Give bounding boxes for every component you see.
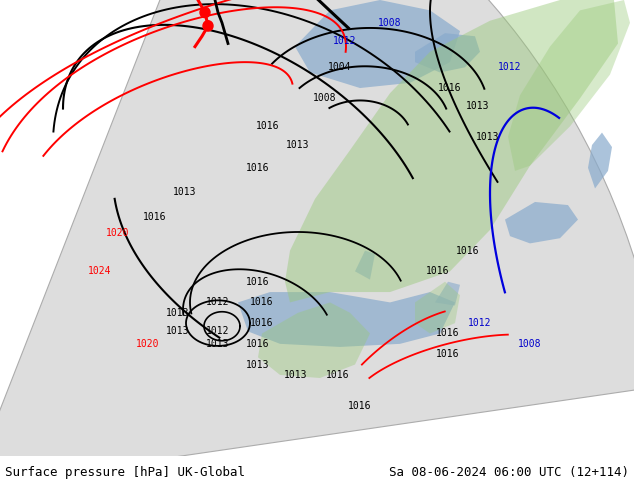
Polygon shape (285, 0, 618, 302)
Text: 1012: 1012 (469, 318, 492, 328)
Text: 1024: 1024 (88, 267, 112, 276)
Text: 1016: 1016 (436, 349, 460, 359)
Text: 1016: 1016 (327, 370, 350, 380)
Text: 1016: 1016 (246, 277, 269, 287)
Text: 1004: 1004 (328, 62, 352, 73)
Text: 1016: 1016 (426, 267, 450, 276)
Text: 1008: 1008 (518, 339, 541, 349)
Text: 1013: 1013 (166, 326, 190, 337)
Polygon shape (238, 292, 455, 347)
Circle shape (200, 7, 210, 18)
Text: 1012: 1012 (206, 326, 230, 337)
Text: 1013: 1013 (286, 140, 310, 150)
Text: 1016: 1016 (438, 83, 462, 93)
Text: 1020: 1020 (107, 228, 130, 238)
Text: 1013: 1013 (173, 187, 197, 196)
Polygon shape (258, 302, 370, 378)
Text: 1008: 1008 (313, 94, 337, 103)
Text: 1008: 1008 (378, 18, 402, 28)
Text: 1016: 1016 (246, 163, 269, 173)
Text: 1016: 1016 (250, 297, 274, 307)
Polygon shape (505, 202, 578, 244)
Text: 1016: 1016 (250, 318, 274, 328)
Text: 1012: 1012 (333, 36, 357, 47)
Text: 1013: 1013 (246, 360, 269, 369)
Polygon shape (415, 282, 460, 334)
Text: 1016: 1016 (456, 245, 480, 256)
Polygon shape (435, 282, 460, 306)
Text: 1016: 1016 (436, 328, 460, 339)
Text: 1016: 1016 (143, 213, 167, 222)
Text: 1013: 1013 (284, 370, 307, 380)
Text: 1013: 1013 (476, 132, 500, 142)
Text: 1013: 1013 (166, 308, 190, 318)
Text: 1016: 1016 (246, 339, 269, 349)
Text: 1016: 1016 (348, 401, 372, 411)
Text: 1012: 1012 (206, 297, 230, 307)
Text: 1012: 1012 (498, 62, 522, 73)
Text: Surface pressure [hPa] UK-Global: Surface pressure [hPa] UK-Global (5, 466, 245, 479)
Polygon shape (415, 33, 480, 73)
Polygon shape (295, 0, 460, 88)
Polygon shape (355, 251, 375, 280)
Polygon shape (588, 133, 612, 189)
Polygon shape (508, 0, 630, 171)
Circle shape (203, 21, 213, 31)
Text: 1013: 1013 (466, 100, 489, 111)
Text: 1020: 1020 (136, 339, 160, 349)
Text: Sa 08-06-2024 06:00 UTC (12+114): Sa 08-06-2024 06:00 UTC (12+114) (389, 466, 629, 479)
Text: 1013: 1013 (206, 339, 230, 349)
Text: 1016: 1016 (256, 122, 280, 131)
